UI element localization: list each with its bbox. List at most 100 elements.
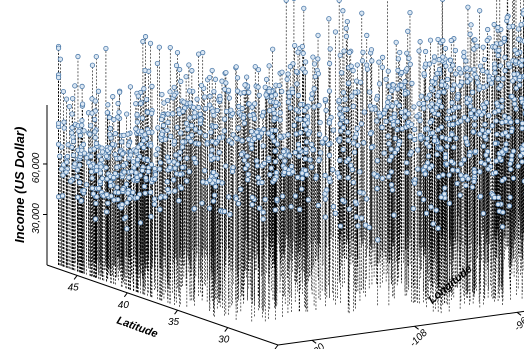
data-point (407, 10, 413, 16)
data-point (492, 44, 498, 50)
data-point (309, 91, 315, 97)
data-point (369, 106, 375, 112)
data-point (112, 131, 118, 137)
data-point (207, 177, 213, 183)
data-point (61, 125, 67, 131)
data-point (87, 163, 94, 169)
data-point (454, 180, 460, 187)
data-point (471, 107, 477, 113)
data-point (440, 172, 446, 178)
data-point (88, 169, 95, 175)
data-point (135, 156, 141, 163)
data-point (187, 115, 193, 121)
data-point (396, 103, 402, 109)
data-point (166, 158, 172, 164)
data-point (497, 155, 503, 161)
data-point (374, 96, 380, 102)
data-point (177, 149, 183, 155)
data-point (266, 63, 272, 69)
data-point (371, 171, 377, 177)
data-point (367, 130, 374, 137)
data-point (407, 61, 413, 67)
data-point (75, 194, 81, 200)
data-point (422, 48, 429, 55)
data-point (384, 104, 390, 110)
data-point (404, 66, 410, 72)
data-point (389, 88, 395, 94)
data-point (189, 122, 195, 129)
data-point (326, 88, 333, 94)
data-point (116, 109, 122, 115)
data-point (235, 201, 242, 207)
data-point (254, 129, 260, 135)
data-point (449, 100, 455, 106)
data-point (72, 161, 78, 167)
data-point (162, 136, 169, 142)
data-point (453, 135, 459, 141)
data-point (435, 225, 441, 231)
data-point (296, 153, 302, 159)
data-point (463, 58, 469, 64)
data-point (449, 86, 456, 92)
data-point (305, 114, 311, 120)
data-point (332, 29, 339, 35)
data-point (293, 69, 300, 75)
data-point (223, 80, 229, 86)
data-point (361, 140, 367, 146)
data-point (305, 197, 311, 203)
data-point (428, 204, 434, 210)
data-point (244, 74, 250, 80)
data-point (295, 49, 301, 55)
data-point (316, 102, 322, 108)
data-point (74, 167, 81, 173)
data-point (308, 164, 315, 170)
data-point (464, 73, 470, 79)
x-tick-mark (224, 327, 229, 332)
data-point (466, 152, 473, 158)
data-point (127, 196, 133, 202)
data-point (107, 125, 113, 132)
data-point (272, 177, 278, 183)
data-point (245, 162, 251, 168)
data-point (162, 194, 168, 200)
data-point (431, 54, 438, 60)
data-point (444, 161, 450, 167)
data-point (374, 158, 381, 164)
data-point (498, 82, 504, 88)
data-point (427, 119, 433, 125)
data-point (477, 83, 483, 89)
data-point (465, 176, 471, 182)
data-point (229, 140, 235, 146)
data-point (431, 138, 437, 144)
data-point (211, 88, 217, 95)
data-point (481, 56, 488, 63)
data-point (299, 43, 305, 50)
data-point (146, 129, 152, 136)
data-point (112, 151, 118, 158)
data-point (88, 123, 94, 129)
data-point (256, 92, 262, 98)
data-point (402, 114, 408, 120)
data-point (301, 107, 308, 113)
data-point (507, 194, 513, 200)
data-point (272, 92, 279, 98)
data-point (192, 110, 198, 116)
data-point (228, 107, 234, 113)
data-point (506, 203, 513, 209)
data-point (262, 196, 268, 202)
data-point (184, 178, 190, 184)
y-tick-label: -108 (408, 327, 430, 349)
data-point (103, 153, 110, 159)
data-point (304, 171, 310, 178)
data-point (375, 237, 381, 243)
data-point (210, 169, 217, 175)
data-point (495, 76, 501, 82)
data-point (89, 175, 95, 181)
data-point (414, 113, 420, 119)
data-point (390, 122, 397, 128)
data-point (105, 102, 111, 108)
data-point (299, 170, 305, 176)
data-point (184, 155, 190, 161)
data-point (117, 155, 123, 161)
data-point (472, 122, 478, 128)
